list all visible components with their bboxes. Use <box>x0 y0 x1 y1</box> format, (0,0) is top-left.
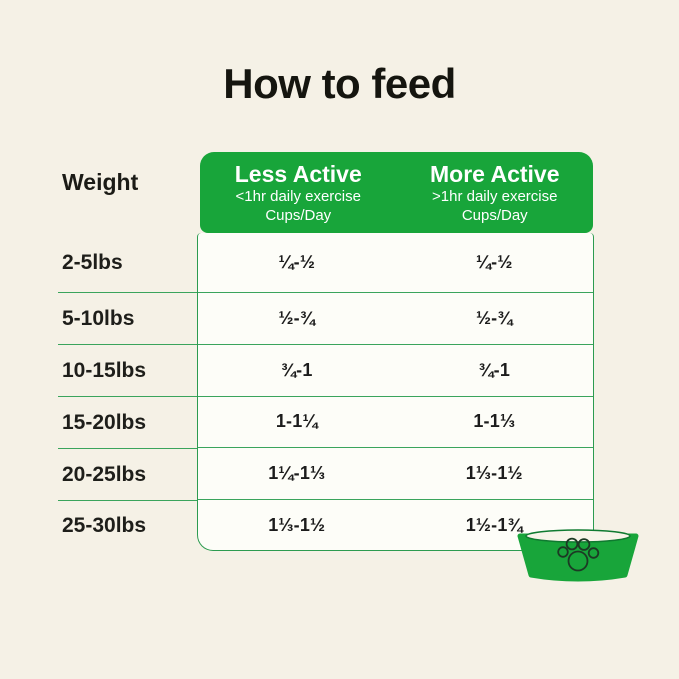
bowl-opening <box>525 529 631 543</box>
more-active-column-header: More Active >1hr daily exercise Cups/Day <box>397 152 594 233</box>
table-row: ¾-1 ¾-1 <box>198 345 593 397</box>
less-active-value: 1¼-1⅓ <box>268 463 326 484</box>
less-active-value: ¼-½ <box>278 251 316 272</box>
table-row: 1-1¼ 1-1⅓ <box>198 397 593 449</box>
table-column-headers: Less Active <1hr daily exercise Cups/Day… <box>200 152 593 233</box>
more-active-value: 1½-1¾ <box>465 514 523 535</box>
less-active-value: 1⅓-1½ <box>268 514 326 535</box>
less-active-value: ½-¾ <box>278 307 316 328</box>
more-active-subtitle: >1hr daily exercise <box>432 188 558 205</box>
weight-column-header: Weight <box>62 169 139 195</box>
weight-label: 20-25lbs <box>58 449 197 501</box>
page-title: How to feed <box>223 60 456 107</box>
less-active-title: Less Active <box>234 161 362 187</box>
more-active-unit: Cups/Day <box>461 206 528 224</box>
more-active-value: 1⅓-1½ <box>465 463 523 484</box>
less-active-value: ¾-1 <box>280 359 313 380</box>
more-active-value: ¼-½ <box>475 251 513 272</box>
table-row: ¼-½ ¼-½ <box>198 233 593 293</box>
less-active-value: 1-1¼ <box>275 411 318 432</box>
more-active-value: ½-¾ <box>475 307 513 328</box>
weight-labels-column: 2-5lbs 5-10lbs 10-15lbs 15-20lbs 20-25lb… <box>58 233 197 551</box>
weight-label: 25-30lbs <box>62 514 147 537</box>
less-active-subtitle: <1hr daily exercise <box>235 188 361 205</box>
less-active-column-header: Less Active <1hr daily exercise Cups/Day <box>200 152 397 233</box>
bowl-body <box>517 533 639 582</box>
table-row: 1⅓-1½ 1½-1¾ <box>198 500 593 550</box>
table-row: ½-¾ ½-¾ <box>198 293 593 345</box>
more-active-title: More Active <box>429 161 560 187</box>
dog-bowl-icon <box>517 529 639 582</box>
table-row: 1¼-1⅓ 1⅓-1½ <box>198 448 593 501</box>
feeding-table-body: ¼-½ ¼-½ ½-¾ ½-¾ ¾-1 ¾-1 1-1¼ 1-1⅓ 1¼-1⅓ … <box>197 233 594 551</box>
weight-label: 5-10lbs <box>58 293 197 345</box>
weight-label: 10-15lbs <box>58 345 197 397</box>
more-active-value: ¾-1 <box>478 359 511 380</box>
more-active-value: 1-1⅓ <box>473 411 516 432</box>
weight-label: 2-5lbs <box>58 233 197 293</box>
less-active-unit: Cups/Day <box>265 206 332 224</box>
paw-print-icon <box>557 537 600 572</box>
weight-label: 15-20lbs <box>58 397 197 449</box>
